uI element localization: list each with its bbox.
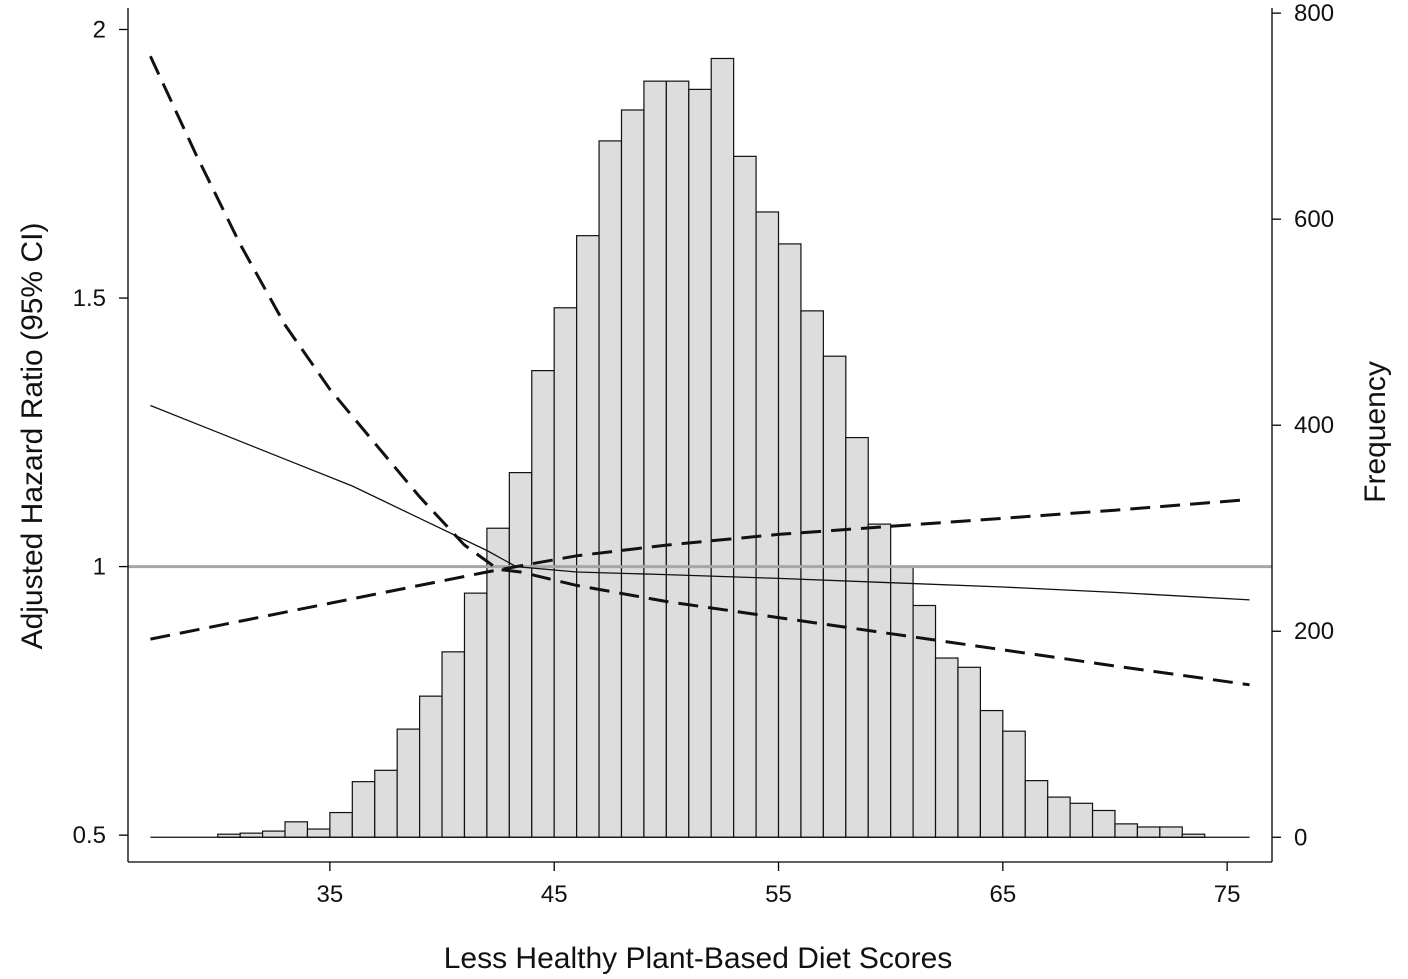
x-tick-label: 75 [1214, 881, 1241, 908]
y-right-tick-label: 400 [1294, 412, 1334, 439]
histogram-bar [419, 695, 443, 838]
histogram-bar [576, 235, 600, 838]
histogram-bar [755, 211, 780, 838]
histogram-bar [620, 109, 645, 838]
histogram-bar [1002, 730, 1026, 838]
histogram-bar [1136, 826, 1161, 838]
histogram-bar [396, 728, 421, 838]
histogram-bar [845, 436, 869, 838]
histogram-bar [1069, 802, 1094, 838]
histogram-bar [374, 769, 398, 838]
histogram-bar [957, 666, 981, 838]
histogram-bar [1047, 796, 1071, 838]
histogram-bar [710, 57, 735, 838]
y-axis-left-title: Adjusted Hazard Ratio (95% CI) [16, 223, 49, 650]
histogram-bar [688, 88, 712, 838]
histogram-bar [665, 80, 690, 838]
axes: 35 45 55 65 75 0.5 1 1.5 2 0 200 400 600 800 [73, 0, 1334, 908]
y-left-tick-label: 1.5 [73, 285, 106, 312]
histogram-bar [1114, 823, 1139, 838]
ci-upper-line [149, 55, 1250, 687]
histogram-bar [733, 155, 757, 838]
histogram-bar [261, 830, 286, 838]
histogram-bar [867, 523, 892, 838]
histogram-bar [553, 307, 578, 838]
histogram-bar [777, 243, 802, 838]
histogram-bar [486, 527, 510, 838]
hazard-curves [149, 55, 1250, 687]
x-tick-label: 45 [541, 881, 568, 908]
y-axis-right-title: Frequency [1359, 361, 1392, 503]
histogram-bar [979, 709, 1004, 838]
y-right-tick-label: 200 [1294, 618, 1334, 645]
y-left-tick-label: 1 [93, 554, 106, 581]
histogram-bar [531, 370, 555, 838]
histogram-bar [508, 472, 533, 838]
histogram-bar [1159, 826, 1183, 838]
histogram-bar [329, 811, 353, 838]
y-left-tick-label: 2 [93, 16, 106, 43]
x-tick-label: 35 [317, 881, 344, 908]
histogram-bar [800, 310, 824, 838]
histogram-bar [890, 566, 914, 838]
histogram-bar [351, 781, 376, 838]
histogram-bar [643, 80, 667, 838]
y-right-tick-label: 600 [1294, 206, 1334, 233]
histogram-bar [822, 355, 847, 838]
x-tick-label: 65 [989, 881, 1016, 908]
y-left-tick-label: 0.5 [73, 822, 106, 849]
y-right-tick-label: 0 [1294, 824, 1307, 851]
x-axis-title: Less Healthy Plant-Based Diet Scores [444, 942, 953, 975]
hazard-ratio-estimate-line [150, 404, 1250, 601]
ci-lower-line [150, 498, 1250, 641]
histogram-bars [150, 57, 1250, 838]
histogram-bar [284, 821, 309, 838]
histogram-bar [306, 828, 331, 838]
y-right-tick-label: 800 [1294, 0, 1334, 27]
histogram-bar [1091, 809, 1116, 838]
histogram-bar [463, 592, 488, 838]
x-tick-label: 55 [765, 881, 792, 908]
histogram-bar [598, 140, 623, 838]
histogram-bar [1024, 780, 1049, 838]
histogram-bar [934, 657, 959, 838]
histogram-bar [441, 651, 466, 838]
